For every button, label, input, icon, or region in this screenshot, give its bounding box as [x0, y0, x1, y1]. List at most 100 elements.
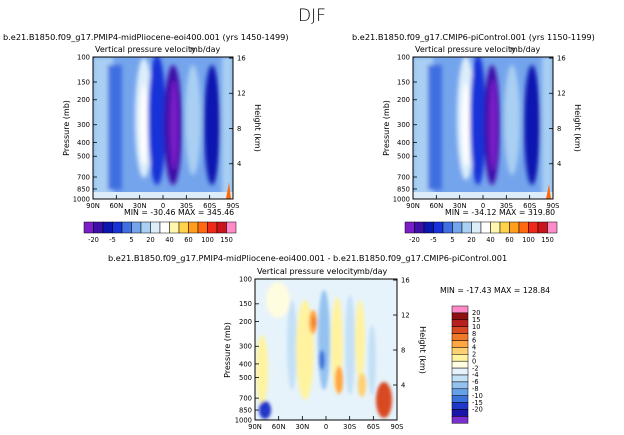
- colorbar-swatch: [112, 221, 123, 234]
- x-tick-label: 60S: [523, 202, 536, 210]
- y2-tick-label: 12: [401, 311, 410, 319]
- colorbar-label: 60: [184, 236, 192, 244]
- panel-subtitle: Vertical pressure velocity: [95, 45, 196, 54]
- colorbar-label: -2: [472, 364, 479, 372]
- x-tick-label: 30N: [453, 202, 467, 210]
- y2-tick-label: 4: [237, 160, 241, 168]
- y-tick-label: 200: [77, 96, 90, 104]
- colorbar-swatch: [480, 221, 491, 234]
- x-tick-label: 0: [161, 202, 165, 210]
- colorbar-swatch: [451, 388, 469, 396]
- colorbar-swatch: [528, 221, 539, 234]
- colorbar: -20 -5 5 20 40 60 100 150: [404, 221, 558, 244]
- colorbar-swatch: [451, 409, 469, 417]
- y-tick-label: 700: [239, 395, 252, 403]
- x-tick-label: 30S: [500, 202, 513, 210]
- colorbar-swatch: [451, 416, 469, 424]
- colorbar-label: -10: [472, 392, 483, 400]
- y-tick-label: 300: [239, 343, 252, 351]
- y-tick-label: 500: [77, 153, 90, 161]
- colorbar-swatch: [490, 221, 501, 234]
- colorbar-swatch: [414, 221, 425, 234]
- colorbar-label: 5: [450, 236, 454, 244]
- colorbar-swatch: [451, 326, 469, 334]
- y-tick-label: 400: [239, 360, 252, 368]
- panel-picontrol: b.e21.B1850.f09_g17.CMIP6-piControl.001 …: [352, 32, 595, 244]
- colorbar-label: 40: [165, 236, 173, 244]
- colorbar-swatch: [159, 221, 170, 234]
- y2-tick-label: 4: [401, 381, 405, 389]
- y-tick-label: 200: [397, 96, 410, 104]
- y2-tick-label: 16: [401, 276, 410, 284]
- colorbar-label: 20: [467, 236, 475, 244]
- panel-units: mb/day: [357, 267, 388, 276]
- y-tick-label: 500: [239, 374, 252, 382]
- colorbar-label: 2: [472, 351, 476, 359]
- anomaly-pos-core-3: [358, 373, 366, 397]
- ascent-core: [462, 83, 470, 167]
- colorbar-swatch: [471, 221, 482, 234]
- x-tick-label: 90N: [86, 202, 100, 210]
- colorbar-swatch: [178, 221, 189, 234]
- colorbar-label: 100: [522, 236, 535, 244]
- colorbar-swatch: [461, 221, 472, 234]
- high-value-spike: [546, 184, 551, 199]
- colorbar-label: -8: [472, 385, 479, 393]
- y-tick-label: 150: [77, 78, 90, 86]
- colorbar-swatch: [451, 305, 469, 314]
- colorbar-swatch: [451, 402, 469, 410]
- colorbar-swatch: [451, 360, 469, 369]
- panel-subtitle: Vertical pressure velocity: [415, 45, 516, 54]
- colorbar-swatch: [216, 221, 227, 234]
- ylabel: Pressure (mb): [382, 100, 391, 156]
- colorbar-label: 100: [201, 236, 214, 244]
- contour-field: [255, 279, 397, 420]
- colorbar-label: 150: [541, 236, 554, 244]
- colorbar-swatch: [452, 221, 463, 234]
- ascent-core: [140, 85, 148, 165]
- y2-tick-label: 8: [401, 346, 405, 354]
- colorbar-label: 150: [220, 236, 233, 244]
- panel-units: mb/day: [510, 45, 541, 54]
- colorbar-swatch: [518, 221, 529, 234]
- colorbar-label: 20: [472, 309, 480, 317]
- colorbar-label: 15: [472, 316, 480, 324]
- colorbar-swatch: [442, 221, 453, 234]
- colorbar-swatch: [102, 221, 113, 234]
- colorbar-swatch: [451, 312, 469, 321]
- anomaly-pos-core-2: [335, 366, 343, 394]
- x-tick-label: 90S: [547, 202, 560, 210]
- x-tick-label: 0: [324, 423, 328, 431]
- y-tick-label: 150: [239, 300, 252, 308]
- contour-field: [413, 57, 553, 199]
- polar-band-south: [542, 57, 553, 199]
- y2-tick-label: 8: [237, 125, 241, 133]
- colorbar-swatch: [451, 395, 469, 403]
- colorbar-label: 10: [472, 323, 480, 331]
- descent-core: [170, 80, 178, 170]
- y2-tick-label: 12: [557, 90, 566, 98]
- y-tick-label: 200: [239, 318, 252, 326]
- colorbar-swatch: [451, 367, 469, 376]
- ascent-band-2: [185, 65, 201, 175]
- descent-band-3: [204, 65, 220, 185]
- x-tick-label: 60N: [109, 202, 123, 210]
- colorbar-swatch: [140, 221, 151, 234]
- colorbar-swatch: [451, 354, 469, 362]
- colorbar-label: -20: [409, 236, 420, 244]
- x-tick-label: 30S: [343, 423, 356, 431]
- colorbar-swatch: [169, 221, 180, 234]
- panel-title: b.e21.B1850.f09_g17.CMIP6-piControl.001 …: [352, 32, 595, 42]
- colorbar-swatch: [451, 319, 469, 327]
- ylabel: Pressure (mb): [62, 100, 71, 156]
- colorbar-label: -20: [472, 406, 483, 414]
- high-value-spike: [226, 182, 231, 199]
- colorbar-swatch: [499, 221, 510, 234]
- x-tick-label: 30S: [180, 202, 193, 210]
- y-tick-label: 400: [397, 139, 410, 147]
- contour-field: [93, 57, 233, 199]
- colorbar-label: 0: [472, 357, 476, 365]
